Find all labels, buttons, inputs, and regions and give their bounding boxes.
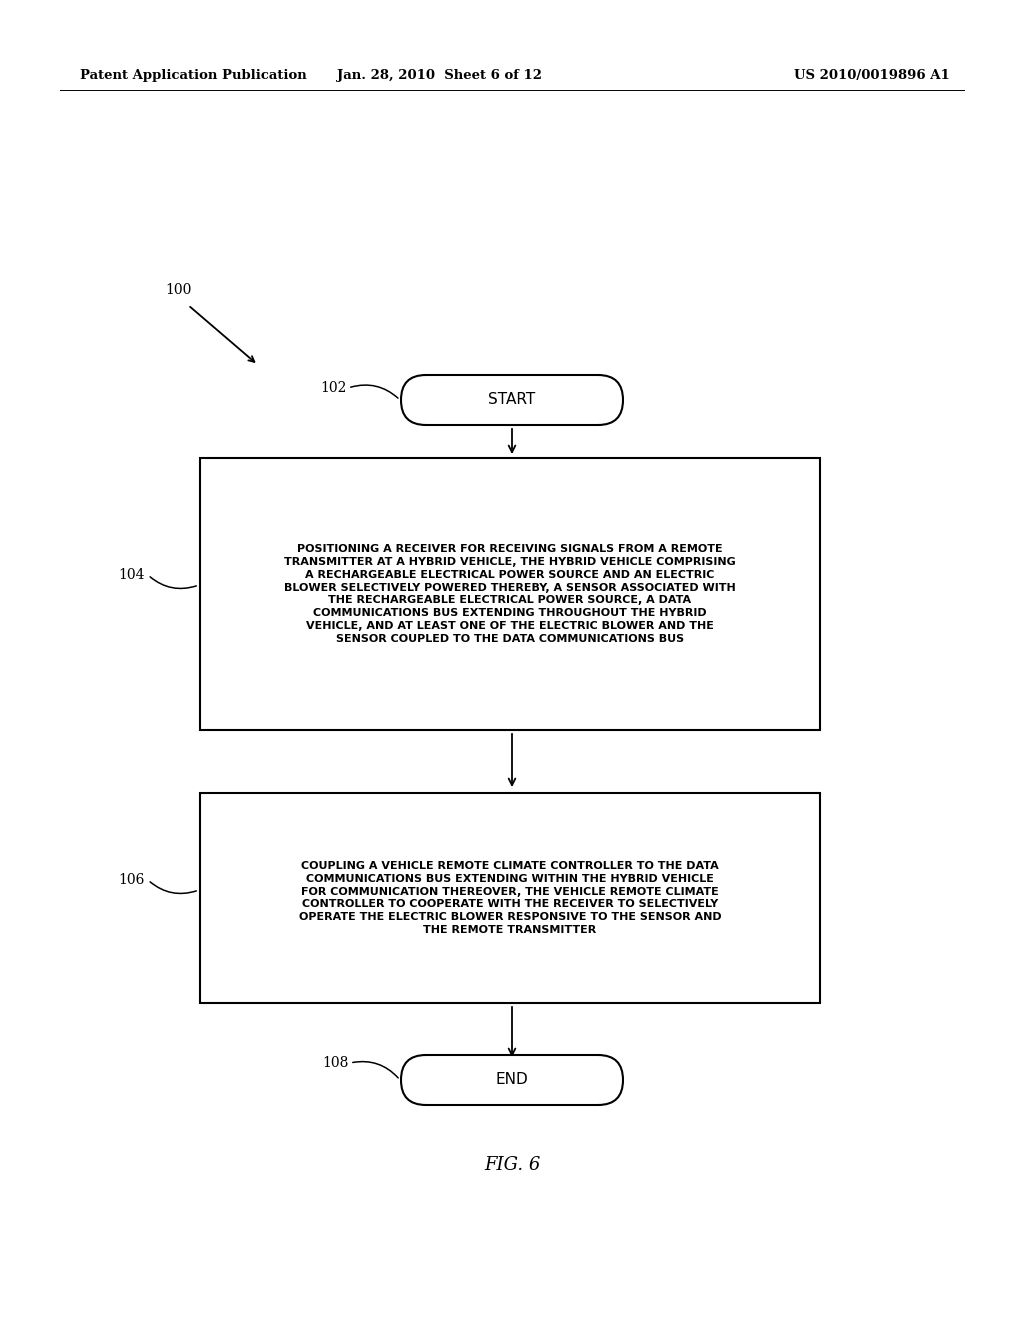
Text: 108: 108	[322, 1056, 348, 1071]
Text: COUPLING A VEHICLE REMOTE CLIMATE CONTROLLER TO THE DATA
COMMUNICATIONS BUS EXTE: COUPLING A VEHICLE REMOTE CLIMATE CONTRO…	[299, 861, 721, 935]
Text: US 2010/0019896 A1: US 2010/0019896 A1	[795, 69, 950, 82]
Text: FIG. 6: FIG. 6	[483, 1156, 541, 1173]
Bar	[200, 793, 820, 1003]
Text: POSITIONING A RECEIVER FOR RECEIVING SIGNALS FROM A REMOTE
TRANSMITTER AT A HYBR: POSITIONING A RECEIVER FOR RECEIVING SIG…	[284, 544, 736, 644]
Text: 100: 100	[165, 282, 191, 297]
FancyBboxPatch shape	[401, 1055, 623, 1105]
Bar	[200, 458, 820, 730]
Text: 106: 106	[118, 873, 144, 887]
Text: END: END	[496, 1072, 528, 1088]
FancyBboxPatch shape	[401, 375, 623, 425]
Text: Patent Application Publication: Patent Application Publication	[80, 69, 307, 82]
Text: 102: 102	[319, 381, 346, 395]
Text: START: START	[488, 392, 536, 408]
Text: 104: 104	[118, 568, 144, 582]
Text: Jan. 28, 2010  Sheet 6 of 12: Jan. 28, 2010 Sheet 6 of 12	[338, 69, 543, 82]
